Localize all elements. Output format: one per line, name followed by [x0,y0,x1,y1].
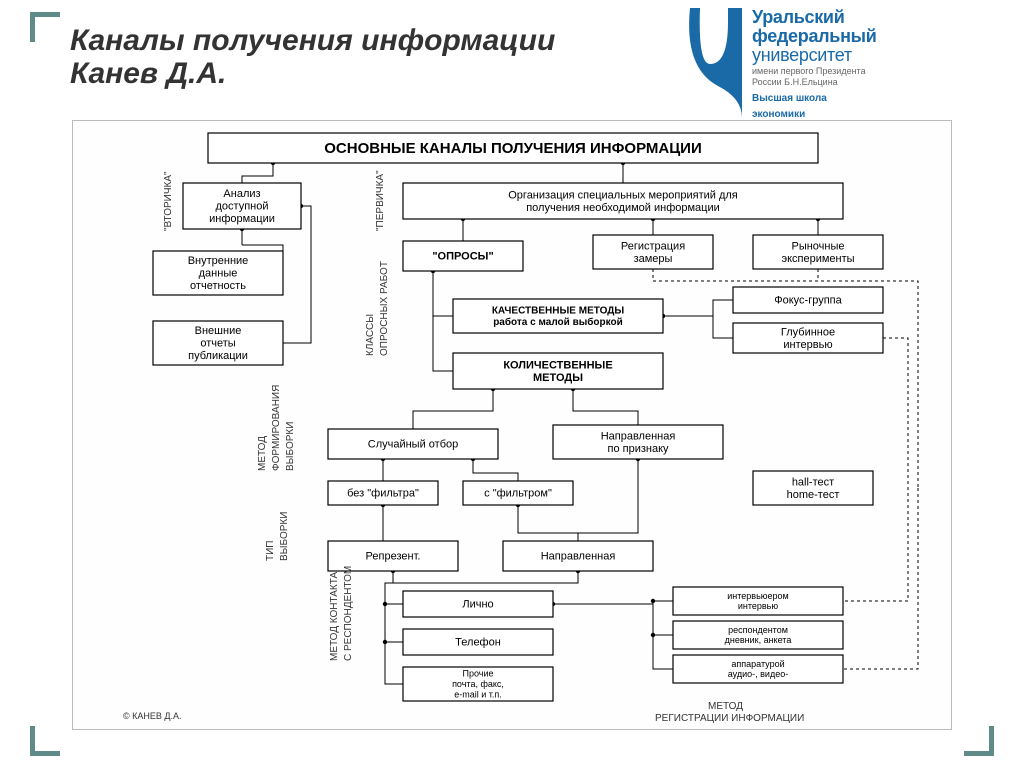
flowchart-node-label: Внутренние [188,255,249,267]
copyright-label: © КАНЕВ Д.А. [123,711,181,721]
corner-decoration [30,12,60,42]
flowchart-node-label: home-тест [787,489,840,501]
logo-line: университет [752,46,876,65]
flowchart-node-label: интервью [738,601,778,611]
corner-decoration [964,726,994,756]
flowchart-node-label: "ОПРОСЫ" [432,251,493,263]
flowchart-node-label: отчеты [200,338,235,350]
slide-title: Каналы получения информации Канев Д.А. [70,24,555,90]
logo-dept: Высшая школа [752,94,876,105]
flowchart-vlabel: МЕТОД КОНТАКТА [329,571,340,661]
flowchart-node-label: эксперименты [781,253,854,265]
flowchart-node-label: Направленная [601,430,676,442]
flowchart-node-label: e-mail и т.п. [454,689,502,699]
flowchart-node-label: КАЧЕСТВЕННЫЕ МЕТОДЫ [492,306,625,317]
flowchart-vlabel: МЕТОД [257,436,268,471]
title-line-2: Канев Д.А. [70,57,226,90]
flowchart-node-label: работа с малой выборкой [493,316,623,328]
flowchart-node-label: информации [209,213,275,225]
flowchart-node-label: по признаку [607,443,669,455]
logo-dept: экономики [752,110,876,121]
flowchart-node-label: Направленная [541,551,616,563]
flowchart-node-label: получения необходимой информации [526,202,720,214]
logo-line: Уральский [752,8,876,27]
flowchart-vlabel: ВЫБОРКИ [285,422,296,471]
flowchart-node-label: интервью [783,339,832,351]
flowchart-node-label: замеры [634,253,673,265]
flowchart-node-label: hall-тест [792,476,834,488]
logo-sub: имени первого Президента [752,67,876,76]
flowchart-node-label: доступной [216,201,269,213]
flowchart-node-label: Организация специальных мероприятий для [508,189,738,201]
flowchart-node-label: интервьюером [727,591,788,601]
logo-sub: России Б.Н.Ельцина [752,78,876,87]
flowchart-node-label: Глубинное [781,326,835,338]
flowchart-node-label: Прочие [462,669,493,679]
flowchart-node-label: Фокус-группа [774,295,842,307]
flowchart-node-label: Регистрация [621,240,685,252]
flowchart-node-label: КОЛИЧЕСТВЕННЫЕ [503,359,612,371]
flowchart-vlabel: "ПЕРВИЧКА" [375,170,386,231]
flowchart-vlabel: С РЕСПОНДЕНТОМ [343,566,354,661]
logo-line: федеральный [752,27,876,46]
flowchart-node-label: ОСНОВНЫЕ КАНАЛЫ ПОЛУЧЕНИЯ ИНФОРМАЦИИ [324,140,702,157]
flowchart-node-label: аппаратурой [731,659,784,669]
flowchart-node-label: Случайный отбор [368,439,459,451]
flowchart-vlabel: ВЫБОРКИ [279,512,290,561]
flowchart-node-label: аудио-, видео- [728,669,788,679]
flowchart-vlabel: КЛАССЫ [365,314,376,356]
slide: Каналы получения информации Канев Д.А. У… [0,0,1024,768]
flowchart-vlabel: ТИП [265,541,276,561]
flowchart-node-label: с "фильтром" [484,488,552,500]
flowchart-hlabel: МЕТОД [708,701,743,712]
flowchart-node-label: отчетность [190,280,246,292]
logo-text: Уральский федеральный университет имени … [752,8,876,120]
flowchart-node-label: Внешние [195,325,242,337]
flowchart-node-label: данные [199,268,238,280]
university-logo: Уральский федеральный университет имени … [684,8,984,120]
flowchart-node-label: публикации [188,350,248,362]
flowchart-node-label: Телефон [455,637,501,649]
flowchart-node-label: Репрезент. [366,551,421,563]
flowchart-hlabel: РЕГИСТРАЦИИ ИНФОРМАЦИИ [655,713,804,724]
flowchart-node-label: без "фильтра" [347,488,419,500]
flowchart-diagram: ОСНОВНЫЕ КАНАЛЫ ПОЛУЧЕНИЯ ИНФОРМАЦИИ Анал… [72,120,952,730]
flowchart-node-label: МЕТОДЫ [533,372,583,384]
flowchart-svg: ОСНОВНЫЕ КАНАЛЫ ПОЛУЧЕНИЯ ИНФОРМАЦИИ Анал… [73,121,953,731]
logo-mark [684,8,746,118]
flowchart-node-label: почта, факс, [452,679,504,689]
flowchart-node-label: респондентом [728,625,788,635]
flowchart-vlabel: ОПРОСНЫХ РАБОТ [379,261,390,356]
flowchart-node-label: Анализ [223,188,260,200]
corner-decoration [30,726,60,756]
flowchart-vlabel: ФОРМИРОВАНИЯ [271,385,282,471]
flowchart-node-label: Лично [462,599,493,611]
title-line-1: Каналы получения информации [70,24,555,57]
flowchart-vlabel: "ВТОРИЧКА" [163,171,174,231]
flowchart-node-label: дневник, анкета [725,635,792,645]
flowchart-node-label: Рыночные [791,240,844,252]
